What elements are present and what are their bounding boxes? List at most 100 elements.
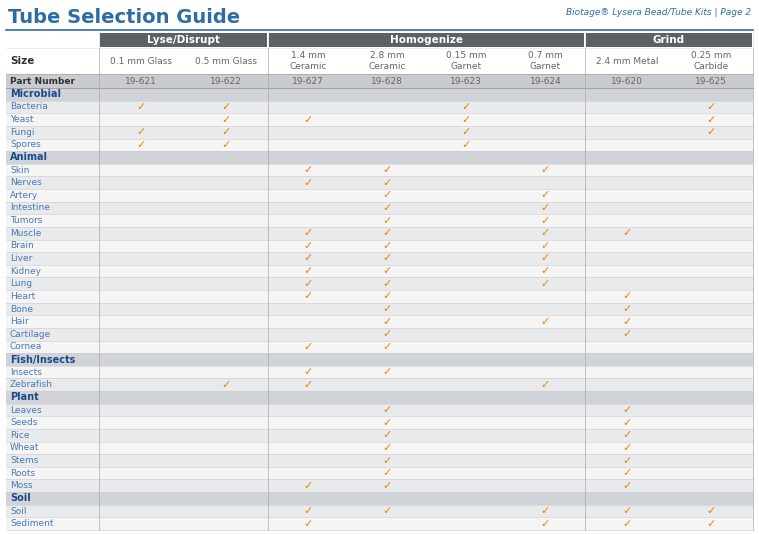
Text: ✓: ✓ <box>137 140 146 150</box>
Text: Intestine: Intestine <box>10 203 50 213</box>
Text: Bone: Bone <box>10 304 33 313</box>
Text: 2.8 mm
Ceramic: 2.8 mm Ceramic <box>368 51 406 71</box>
Text: ✓: ✓ <box>540 519 550 529</box>
Text: Muscle: Muscle <box>10 229 42 238</box>
Text: ✓: ✓ <box>304 241 313 251</box>
Bar <box>6 315 753 328</box>
Text: ✓: ✓ <box>540 165 550 175</box>
Text: ✓: ✓ <box>304 380 313 390</box>
Text: ✓: ✓ <box>304 115 313 124</box>
Bar <box>586 33 752 47</box>
Text: Stems: Stems <box>10 456 39 465</box>
Text: 0.15 mm
Garnet: 0.15 mm Garnet <box>446 51 487 71</box>
Text: ✓: ✓ <box>461 115 471 124</box>
Text: 19-624: 19-624 <box>530 76 562 85</box>
Text: ✓: ✓ <box>383 279 392 289</box>
Bar <box>6 366 753 379</box>
Text: ✓: ✓ <box>622 228 631 238</box>
Text: ✓: ✓ <box>622 405 631 415</box>
Text: Spores: Spores <box>10 140 41 150</box>
Text: Roots: Roots <box>10 469 35 478</box>
Text: Moss: Moss <box>10 481 33 490</box>
Bar <box>6 505 753 517</box>
Text: ✓: ✓ <box>383 228 392 238</box>
Text: ✓: ✓ <box>622 456 631 466</box>
Text: Sediment: Sediment <box>10 519 53 528</box>
Bar <box>6 379 753 391</box>
Bar <box>6 265 753 278</box>
Text: Soil: Soil <box>10 493 31 504</box>
Text: ✓: ✓ <box>540 317 550 327</box>
Text: ✓: ✓ <box>383 443 392 453</box>
Bar <box>6 74 753 88</box>
Bar <box>6 480 753 492</box>
Text: ✓: ✓ <box>304 178 313 188</box>
Text: ✓: ✓ <box>304 228 313 238</box>
Bar <box>6 32 753 48</box>
Text: Lung: Lung <box>10 279 32 288</box>
Bar <box>6 391 753 404</box>
Text: Brain: Brain <box>10 241 33 250</box>
Text: ✓: ✓ <box>383 203 392 213</box>
Text: 1.4 mm
Ceramic: 1.4 mm Ceramic <box>289 51 327 71</box>
Text: ✓: ✓ <box>222 102 231 112</box>
Bar <box>6 240 753 252</box>
Text: Tumors: Tumors <box>10 216 43 225</box>
Bar <box>6 353 753 366</box>
Text: ✓: ✓ <box>304 519 313 529</box>
Text: ✓: ✓ <box>383 292 392 301</box>
Text: ✓: ✓ <box>461 127 471 137</box>
Text: ✓: ✓ <box>304 292 313 301</box>
Text: ✓: ✓ <box>540 254 550 263</box>
Text: ✓: ✓ <box>304 506 313 516</box>
Text: Insects: Insects <box>10 367 42 376</box>
Text: ✓: ✓ <box>383 317 392 327</box>
Text: 0.5 mm Glass: 0.5 mm Glass <box>195 57 257 66</box>
Text: Skin: Skin <box>10 166 30 175</box>
Text: ✓: ✓ <box>383 456 392 466</box>
Text: Leaves: Leaves <box>10 405 42 414</box>
Text: ✓: ✓ <box>622 329 631 339</box>
Text: ✓: ✓ <box>383 165 392 175</box>
Text: ✓: ✓ <box>622 304 631 314</box>
Bar <box>6 429 753 442</box>
Text: 19-628: 19-628 <box>371 76 403 85</box>
Text: Cornea: Cornea <box>10 342 43 351</box>
Text: ✓: ✓ <box>540 380 550 390</box>
Bar <box>6 252 753 265</box>
Text: ✓: ✓ <box>540 241 550 251</box>
Text: Lyse/Disrupt: Lyse/Disrupt <box>147 35 220 45</box>
Text: ✓: ✓ <box>383 481 392 491</box>
Text: ✓: ✓ <box>304 254 313 263</box>
Text: ✓: ✓ <box>222 115 231 124</box>
Text: ✓: ✓ <box>383 241 392 251</box>
Text: ✓: ✓ <box>622 481 631 491</box>
Text: 0.25 mm
Carbide: 0.25 mm Carbide <box>691 51 731 71</box>
Text: ✓: ✓ <box>222 127 231 137</box>
Bar <box>6 189 753 202</box>
Bar <box>6 202 753 214</box>
Text: ✓: ✓ <box>383 342 392 352</box>
Bar <box>6 278 753 290</box>
Text: ✓: ✓ <box>137 127 146 137</box>
Text: ✓: ✓ <box>707 115 716 124</box>
Bar <box>6 341 753 353</box>
Text: Hair: Hair <box>10 317 29 326</box>
Bar <box>6 492 753 505</box>
Text: 19-627: 19-627 <box>292 76 324 85</box>
Text: ✓: ✓ <box>540 506 550 516</box>
Bar <box>6 214 753 227</box>
Text: Nerves: Nerves <box>10 178 42 187</box>
Text: Liver: Liver <box>10 254 33 263</box>
Text: ✓: ✓ <box>707 102 716 112</box>
Text: ✓: ✓ <box>383 468 392 478</box>
Text: 19-623: 19-623 <box>450 76 482 85</box>
Text: ✓: ✓ <box>540 190 550 200</box>
Text: Seeds: Seeds <box>10 418 37 427</box>
Text: ✓: ✓ <box>622 317 631 327</box>
Text: ✓: ✓ <box>383 178 392 188</box>
Text: ✓: ✓ <box>540 266 550 276</box>
Text: Plant: Plant <box>10 392 39 403</box>
Text: 0.1 mm Glass: 0.1 mm Glass <box>110 57 172 66</box>
Bar <box>6 88 753 100</box>
